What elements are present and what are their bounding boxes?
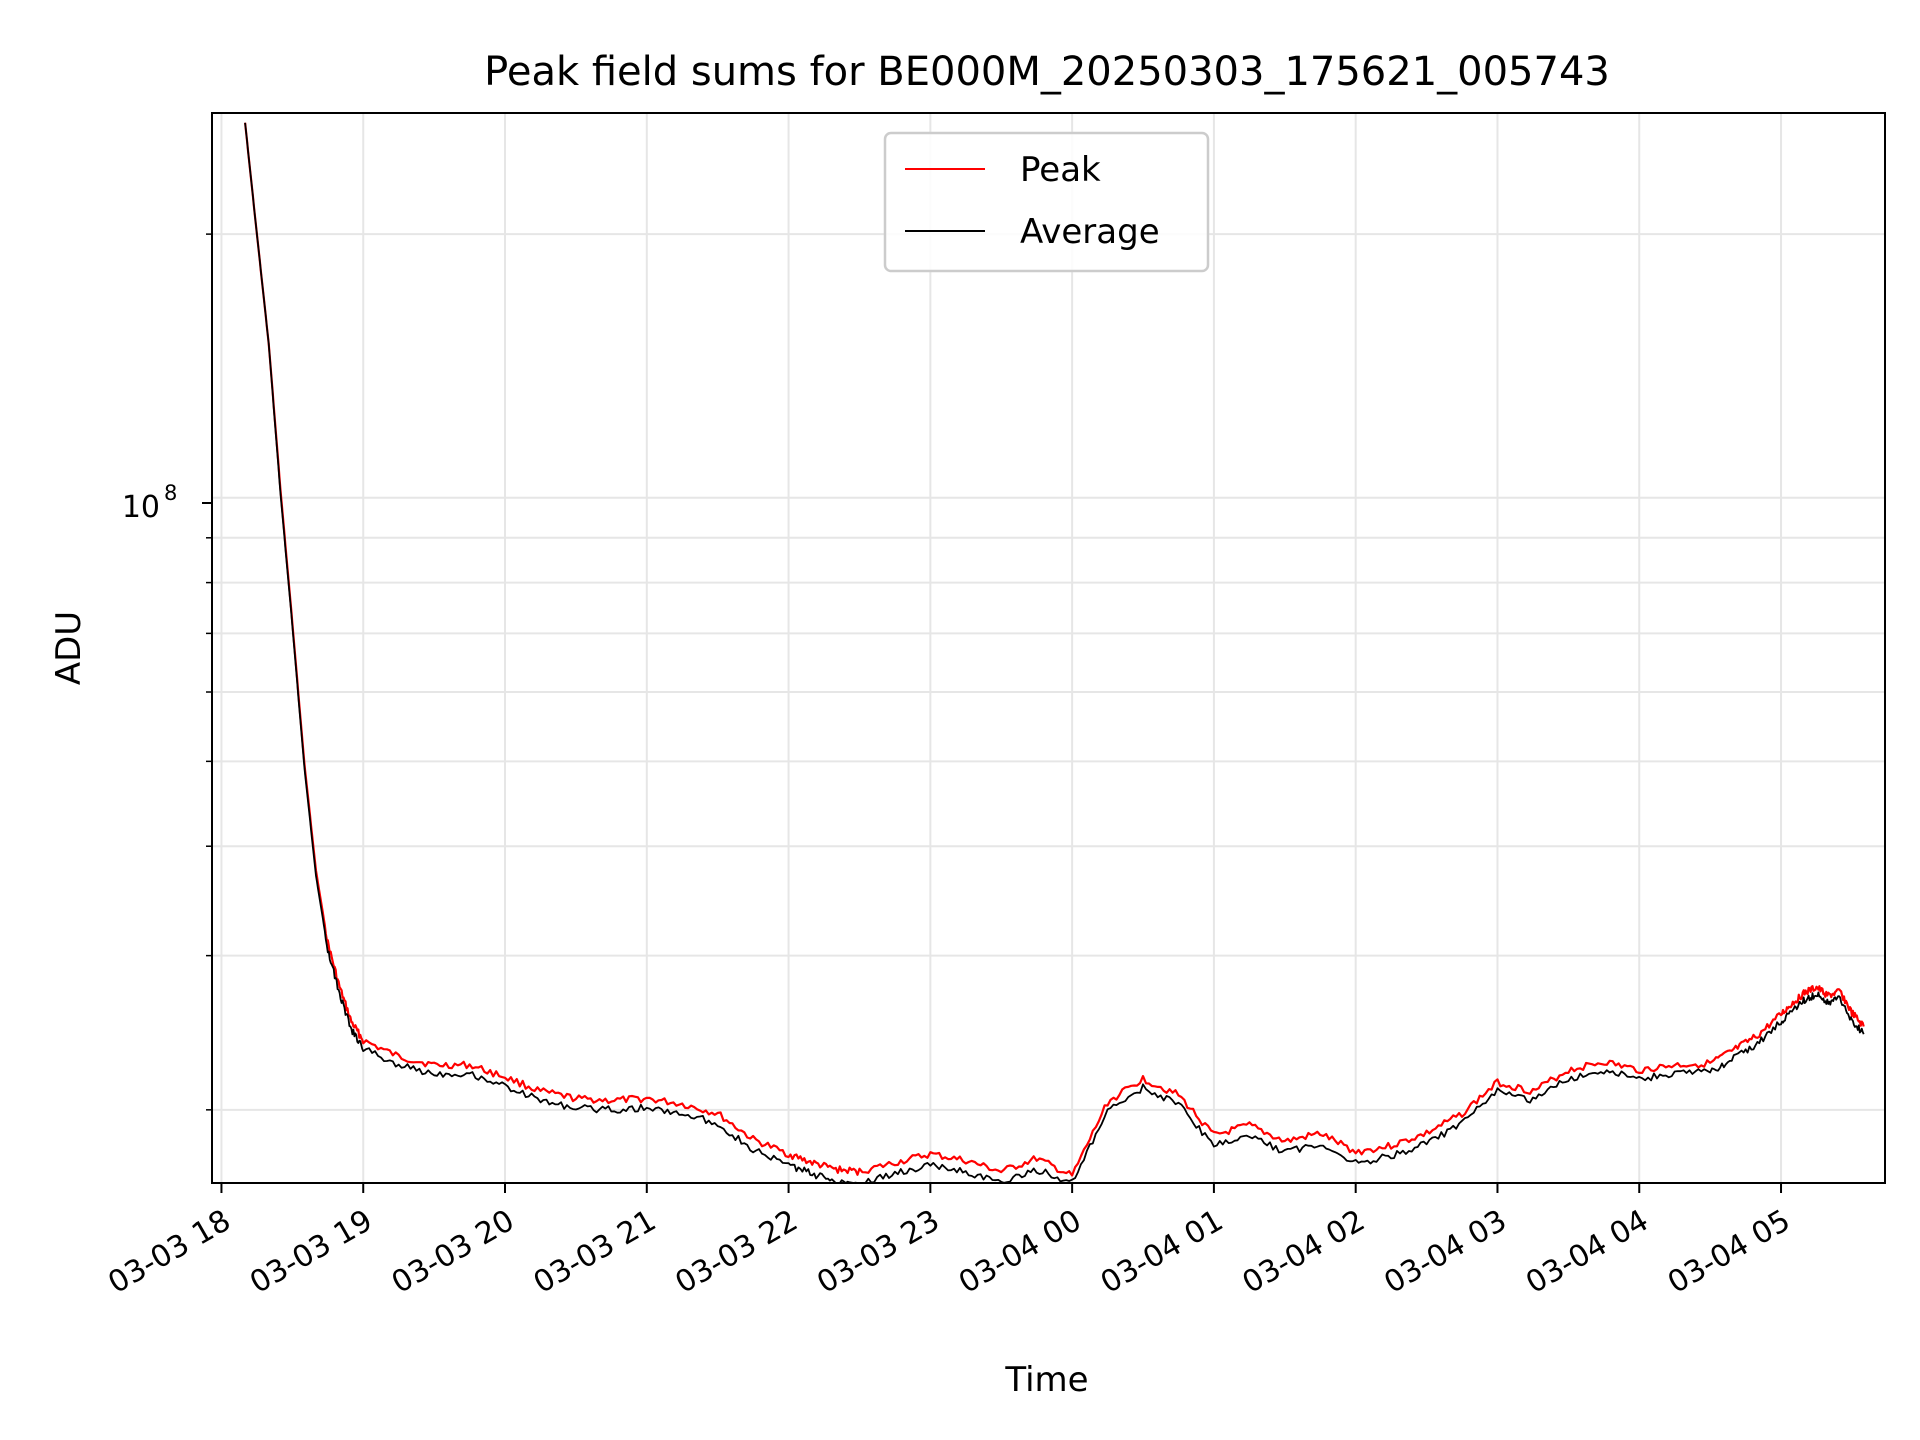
x-axis-label: Time bbox=[1004, 1360, 1088, 1400]
y-axis: 10 8 bbox=[122, 233, 212, 1111]
legend-label-peak: Peak bbox=[1020, 150, 1101, 190]
series-peak-line bbox=[244, 122, 1865, 1177]
chart-title: Peak field sums for BE000M_20250303_1756… bbox=[484, 49, 1610, 95]
y-tick-exponent: 8 bbox=[164, 481, 177, 505]
legend: Peak Average bbox=[883, 131, 1210, 273]
legend-box bbox=[883, 131, 1210, 273]
y-axis-label: ADU bbox=[49, 611, 89, 685]
series-average-line bbox=[244, 122, 1865, 1184]
plot-area bbox=[211, 112, 1886, 1184]
legend-label-average: Average bbox=[1020, 212, 1160, 252]
y-tick-label: 10 bbox=[122, 490, 160, 525]
